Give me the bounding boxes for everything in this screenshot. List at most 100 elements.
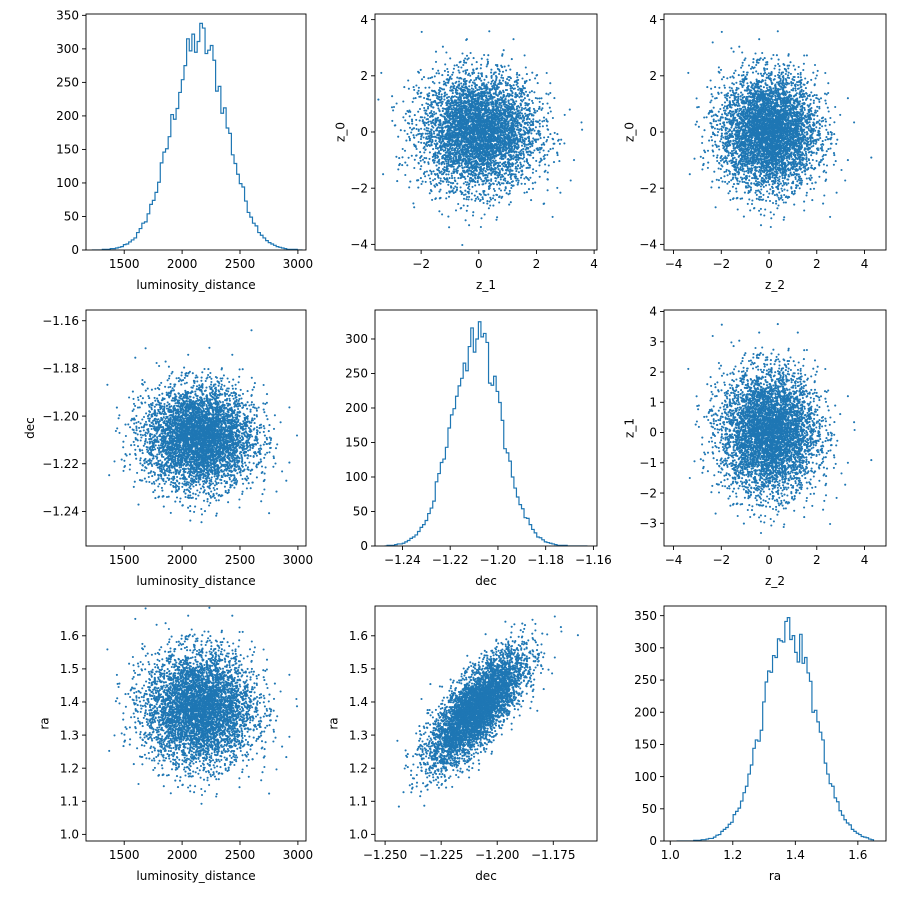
scatter-point (476, 177, 479, 180)
scatter-point (525, 147, 528, 150)
scatter-point (406, 132, 409, 136)
scatter-point (519, 114, 522, 117)
scatter-point (496, 107, 499, 110)
scatter-point (485, 178, 488, 181)
scatter-point (437, 176, 440, 179)
scatter-point (473, 71, 476, 74)
scatter-point (427, 143, 430, 146)
scatter-point (521, 138, 524, 141)
scatter-point (427, 94, 431, 97)
scatter-point (446, 113, 449, 116)
scatter-point (496, 120, 499, 123)
scatter-point (437, 169, 441, 172)
scatter-point (461, 191, 464, 194)
scatter-point (494, 144, 497, 147)
scatter-point (517, 131, 520, 134)
scatter-point (446, 74, 450, 77)
scatter-point (444, 81, 447, 84)
scatter-point (444, 107, 447, 110)
scatter-point (434, 152, 437, 155)
scatter-point (531, 151, 535, 154)
scatter-point (465, 118, 468, 122)
scatter-point (423, 116, 426, 119)
scatter-point (521, 165, 524, 168)
scatter-point (532, 123, 535, 126)
scatter-point (445, 191, 448, 195)
scatter-point (491, 139, 494, 143)
scatter-point (485, 164, 488, 167)
scatter-point (480, 120, 483, 124)
scatter-point (478, 139, 481, 142)
scatter-point (529, 141, 532, 144)
scatter-point (502, 182, 505, 185)
scatter-point (465, 38, 468, 41)
scatter-point (515, 161, 519, 164)
scatter-point (432, 100, 435, 103)
scatter-point (412, 136, 416, 139)
scatter-point (517, 88, 520, 91)
scatter-point (465, 183, 468, 186)
scatter-point (527, 136, 530, 139)
scatter-point (430, 128, 433, 131)
scatter-point (481, 126, 484, 129)
scatter-point (475, 159, 478, 162)
scatter-point (443, 168, 446, 171)
scatter-point (462, 175, 465, 179)
scatter-point (423, 96, 426, 100)
scatter-point (453, 111, 456, 114)
scatter-point (377, 98, 380, 101)
scatter-point (498, 151, 501, 154)
scatter-point (498, 201, 501, 204)
scatter-point (445, 93, 448, 96)
scatter-point (501, 116, 504, 119)
scatter-point (449, 129, 452, 132)
scatter-point (497, 99, 500, 102)
scatter-point (468, 140, 471, 143)
scatter-point (490, 94, 493, 97)
scatter-point (523, 191, 526, 194)
scatter-point (445, 84, 448, 87)
scatter-point (507, 169, 510, 172)
scatter-point (454, 159, 457, 162)
scatter-point (473, 156, 476, 159)
scatter-point (506, 166, 510, 169)
scatter-point (489, 147, 493, 150)
scatter-point (487, 193, 490, 196)
scatter-point (499, 131, 502, 134)
scatter-point (417, 140, 420, 144)
scatter-point (494, 163, 497, 166)
scatter-point (492, 113, 495, 116)
scatter-point (455, 155, 458, 158)
scatter-point (432, 148, 435, 151)
scatter-point (450, 97, 453, 100)
scatter-point (441, 148, 444, 151)
scatter-point (440, 145, 443, 149)
scatter-point (500, 76, 503, 79)
scatter-point (509, 201, 512, 204)
scatter-point (423, 128, 426, 131)
scatter-point (522, 156, 526, 159)
scatter-point (528, 131, 531, 134)
scatter-point (393, 124, 396, 127)
scatter-point (509, 85, 512, 88)
scatter-point (429, 140, 432, 143)
scatter-point (497, 154, 500, 157)
scatter-point (458, 107, 461, 110)
scatter-point (470, 162, 473, 165)
scatter-point (486, 132, 489, 135)
scatter-point (413, 114, 416, 117)
scatter-point (470, 179, 473, 182)
scatter-point (458, 94, 461, 97)
scatter-point (527, 188, 531, 191)
scatter-point (446, 149, 449, 152)
scatter-point (572, 159, 576, 162)
scatter-point (466, 58, 469, 61)
scatter-point (453, 131, 456, 134)
scatter-point (523, 131, 526, 134)
scatter-point (503, 99, 506, 102)
scatter-point (429, 76, 432, 80)
scatter-point (450, 138, 453, 141)
scatter-point (436, 119, 439, 122)
scatter-point (504, 84, 508, 87)
scatter-point (489, 131, 492, 134)
